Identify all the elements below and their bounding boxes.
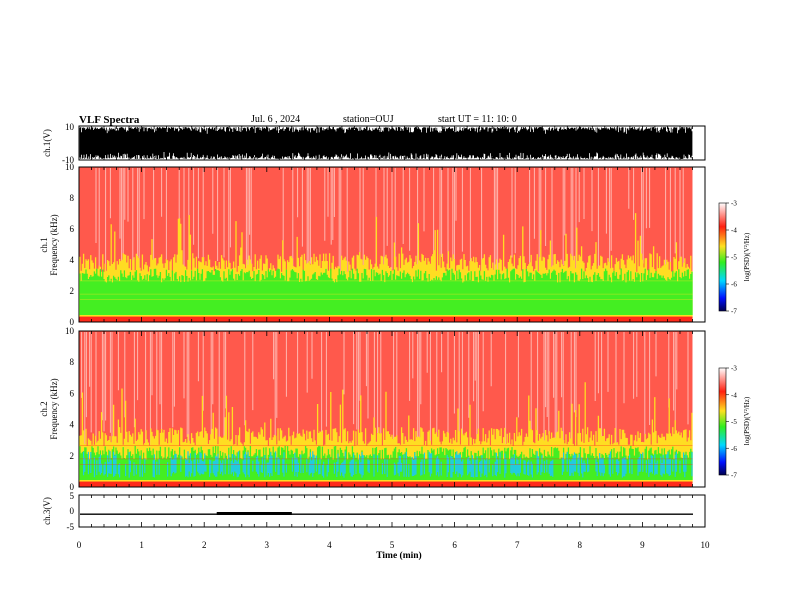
ch2-spectrogram-yticks: 0 2 4 6 8 10	[65, 326, 75, 492]
ch2-colorbar-ticks: -3 -4 -5 -6 -7	[726, 365, 737, 480]
station-label: station=OUJ	[343, 114, 394, 125]
spec2-ytick-label: 6	[70, 388, 75, 398]
date-label: Jul. 6 , 2024	[251, 114, 301, 125]
spec1-ytick-label: 6	[70, 224, 75, 234]
ch1-waveform	[79, 127, 693, 159]
x-tick-label: 2	[202, 540, 207, 550]
ch1-colorbar-label: log(PSD)(V²/Hz)	[743, 232, 751, 281]
colorbar-tick-label: -3	[731, 365, 737, 373]
chart-title: VLF Spectra	[79, 114, 140, 126]
spec1-streaks	[95, 168, 684, 307]
ch2-spec-ylabel-channel: ch.2	[39, 401, 49, 416]
x-tick-label: 9	[640, 540, 645, 550]
axis-ticks	[78, 126, 706, 527]
ch3-signal	[80, 512, 693, 516]
ch1-spec-ylabel-channel: ch.1	[39, 237, 49, 252]
x-tick-label: 1	[139, 540, 144, 550]
ch1-spectrogram	[79, 167, 693, 322]
colorbar-tick-label: -4	[731, 227, 737, 235]
ch1-waveform-trace	[79, 127, 693, 159]
ch3-ytick-bottom: -5	[67, 522, 75, 532]
ch1-ytick-bottom: -10	[62, 155, 74, 165]
ch2-spec-ylabel-freq: Frequency (kHz)	[49, 378, 59, 439]
spec1-ytick-label: 8	[70, 193, 75, 203]
spec1-ytick-label: 0	[70, 317, 75, 327]
ch2-colorbar	[718, 367, 727, 476]
x-tick-label: 5	[390, 540, 395, 550]
colorbar-tick-label: -6	[731, 445, 737, 453]
colorbar-tick-label: -7	[731, 472, 737, 480]
spec2-ytick-label: 10	[65, 326, 75, 336]
x-tick-marks	[78, 126, 706, 527]
spec1-ytick-label: 2	[70, 286, 75, 296]
ch1-spectrogram-yticks: 0 2 4 6 8 10	[65, 162, 75, 327]
x-tick-label: 4	[327, 540, 332, 550]
ch1-ytick-top: 10	[65, 122, 75, 132]
start-ut-label: start UT = 11: 10: 0	[438, 114, 517, 125]
x-tick-label: 7	[515, 540, 520, 550]
colorbar-tick-label: -5	[731, 254, 737, 262]
spec2-ytick-label: 4	[70, 420, 75, 430]
spec1-ytick-label: 4	[70, 255, 75, 265]
colorbar-tick-label: -5	[731, 418, 737, 426]
x-tick-label: 0	[77, 540, 82, 550]
ch1-ylabel: ch.1(V)	[42, 129, 52, 157]
ch3-ytick-mid: 0	[70, 506, 75, 516]
ch2-spectrogram	[79, 331, 693, 487]
ch2-colorbar-label: log(PSD)(V²/Hz)	[743, 396, 751, 445]
colorbar-tick-label: -3	[731, 200, 737, 208]
x-tick-label: 10	[701, 540, 711, 550]
spec2-ytick-label: 0	[70, 482, 75, 492]
ch3-ylabel: ch.3(V)	[42, 497, 52, 525]
spec2-ytick-label: 2	[70, 451, 75, 461]
ch1-colorbar	[718, 202, 727, 312]
spec1-ytick-label: 10	[65, 162, 75, 172]
spec2-low-strip	[79, 481, 693, 487]
spec1-low-strip	[79, 316, 693, 322]
x-tick-label: 8	[578, 540, 583, 550]
colorbar-tick-label: -4	[731, 391, 737, 399]
spec2-ytick-label: 8	[70, 357, 75, 367]
spec2-streaks	[81, 332, 689, 472]
ch1-colorbar-ticks: -3 -4 -5 -6 -7	[726, 200, 737, 316]
x-tick-label: 3	[265, 540, 270, 550]
x-tick-label: 6	[452, 540, 457, 550]
x-tick-labels: 0 1 2 3 4 5 6 7 8 9 10	[77, 540, 710, 550]
colorbar-tick-label: -7	[731, 308, 737, 316]
ch1-spec-ylabel-freq: Frequency (kHz)	[49, 214, 59, 275]
ch3-ytick-top: 5	[70, 491, 75, 501]
x-axis-label: Time (min)	[376, 550, 421, 561]
colorbar-tick-label: -6	[731, 281, 737, 289]
